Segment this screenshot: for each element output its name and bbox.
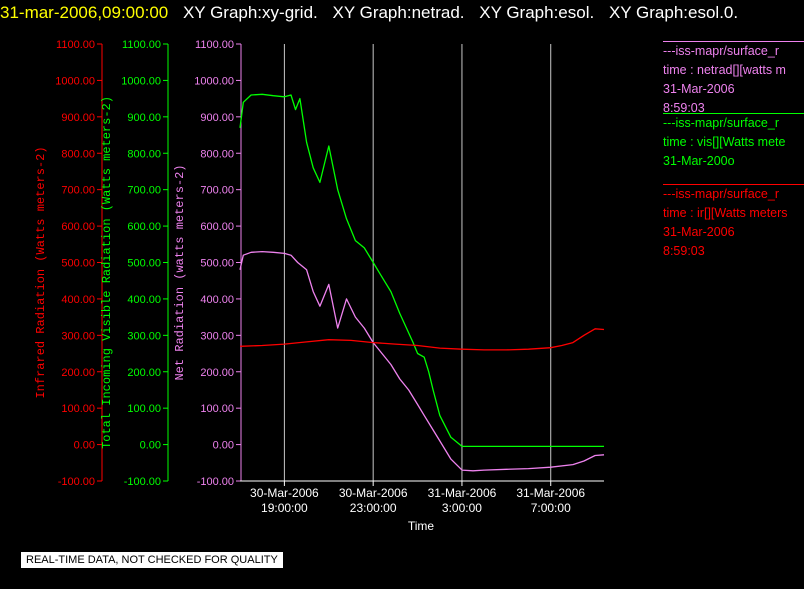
legend-line: 31-Mar-200o — [663, 154, 735, 168]
y-tick-label: 400.00 — [127, 294, 161, 306]
y-tick-label: 200.00 — [61, 367, 95, 379]
y-tick-label: -100.00 — [124, 476, 161, 488]
legend-line: 31-Mar-2006 — [663, 225, 735, 239]
y-tick-label: 600.00 — [127, 221, 161, 233]
y-axis-title: Net Radiation (watts meters-2) — [173, 164, 187, 380]
graph-title-4: XY Graph:esol.0. — [608, 3, 739, 22]
y-tick-label: 700.00 — [61, 185, 95, 197]
y-tick-label: 800.00 — [200, 148, 234, 160]
legend-line: ---iss-mapr/surface_r — [663, 116, 779, 130]
grid-lines — [283, 44, 552, 481]
x-tick-time: 23:00:00 — [350, 501, 397, 515]
y-tick-label: 0.00 — [213, 440, 234, 452]
x-tick-date: 31-Mar-2006 — [516, 486, 585, 500]
x-axis-title: Time — [408, 519, 435, 533]
y-tick-label: 0.00 — [74, 440, 95, 452]
legend-rule — [663, 113, 804, 114]
y-tick-label: 600.00 — [200, 221, 234, 233]
series-group — [239, 93, 605, 472]
series-line-0 — [239, 93, 604, 448]
legend-line: time : ir[][Watts meters — [663, 206, 788, 220]
y-tick-label: 600.00 — [61, 221, 95, 233]
y-axis-title: Infrared Radiation (Watts meters-2) — [34, 146, 48, 398]
legend-line: ---iss-mapr/surface_r — [663, 187, 779, 201]
axes: 1100.00 1000.00 900.00 800.00 700.00 600.00 50… — [34, 39, 604, 515]
y-tick-label: 0.00 — [140, 440, 161, 452]
x-tick-date: 31-Mar-2006 — [428, 486, 497, 500]
x-tick-time: 3:00:00 — [442, 501, 482, 515]
legend-vis: ---iss-mapr/surface_r time : vis[][Watts… — [663, 113, 804, 171]
legend-line: ---iss-mapr/surface_r — [663, 44, 779, 58]
graph-title-1: XY Graph:xy-grid. — [182, 3, 318, 22]
y-tick-label: 800.00 — [61, 148, 95, 160]
x-tick-time: 7:00:00 — [531, 501, 571, 515]
legend-rule — [663, 184, 804, 185]
legend-ir: ---iss-mapr/surface_r time : ir[][Watts … — [663, 184, 804, 261]
legend-line: 31-Mar-2006 — [663, 82, 735, 96]
x-tick-time: 19:00:00 — [261, 501, 308, 515]
y-tick-label: 900.00 — [61, 112, 95, 124]
y-tick-label: 200.00 — [200, 367, 234, 379]
y-tick-label: 1100.00 — [122, 39, 161, 51]
y-tick-label: 200.00 — [127, 367, 161, 379]
y-tick-label: 700.00 — [200, 185, 234, 197]
series-line-2 — [239, 328, 605, 351]
y-tick-label: 400.00 — [200, 294, 234, 306]
y-tick-label: 1000.00 — [121, 75, 161, 87]
x-tick-date: 30-Mar-2006 — [339, 486, 408, 500]
y-tick-label: 1100.00 — [195, 39, 234, 51]
y-tick-label: 400.00 — [61, 294, 95, 306]
legend-netrad: ---iss-mapr/surface_r time : netrad[][wa… — [663, 41, 804, 118]
y-tick-label: 500.00 — [127, 258, 161, 270]
y-tick-label: 500.00 — [200, 258, 234, 270]
y-tick-label: -100.00 — [197, 476, 234, 488]
y-tick-label: 1000.00 — [194, 75, 234, 87]
y-tick-label: 700.00 — [127, 185, 161, 197]
y-axis-title: Total Incoming Visible Radiation (Watts … — [100, 96, 114, 449]
header-bar: 31-mar-2006,09:00:00 XY Graph:xy-grid. X… — [0, 0, 804, 26]
y-tick-label: 300.00 — [61, 330, 95, 342]
y-tick-label: -100.00 — [58, 476, 95, 488]
y-tick-label: 800.00 — [127, 148, 161, 160]
legend-line: 8:59:03 — [663, 244, 705, 258]
y-tick-label: 900.00 — [200, 112, 234, 124]
y-tick-label: 100.00 — [127, 403, 161, 415]
quality-notice: REAL-TIME DATA, NOT CHECKED FOR QUALITY — [20, 551, 284, 569]
timestamp: 31-mar-2006,09:00:00 — [0, 3, 169, 22]
y-tick-label: 300.00 — [200, 330, 234, 342]
y-tick-label: 500.00 — [61, 258, 95, 270]
legend-rule — [663, 41, 804, 42]
legend-line: time : netrad[][watts m — [663, 63, 786, 77]
series-line-1 — [239, 250, 605, 472]
graph-title-2: XY Graph:netrad. — [332, 3, 465, 22]
legend-line: 8:59:03 — [663, 101, 705, 115]
legend-line: time : vis[][Watts mete — [663, 135, 786, 149]
y-tick-label: 1000.00 — [55, 75, 95, 87]
x-tick-date: 30-Mar-2006 — [250, 486, 319, 500]
y-tick-label: 300.00 — [127, 330, 161, 342]
y-tick-label: 900.00 — [127, 112, 161, 124]
y-tick-label: 1100.00 — [56, 39, 95, 51]
graph-title-3: XY Graph:esol. — [479, 3, 595, 22]
y-tick-label: 100.00 — [200, 403, 234, 415]
y-tick-label: 100.00 — [61, 403, 95, 415]
